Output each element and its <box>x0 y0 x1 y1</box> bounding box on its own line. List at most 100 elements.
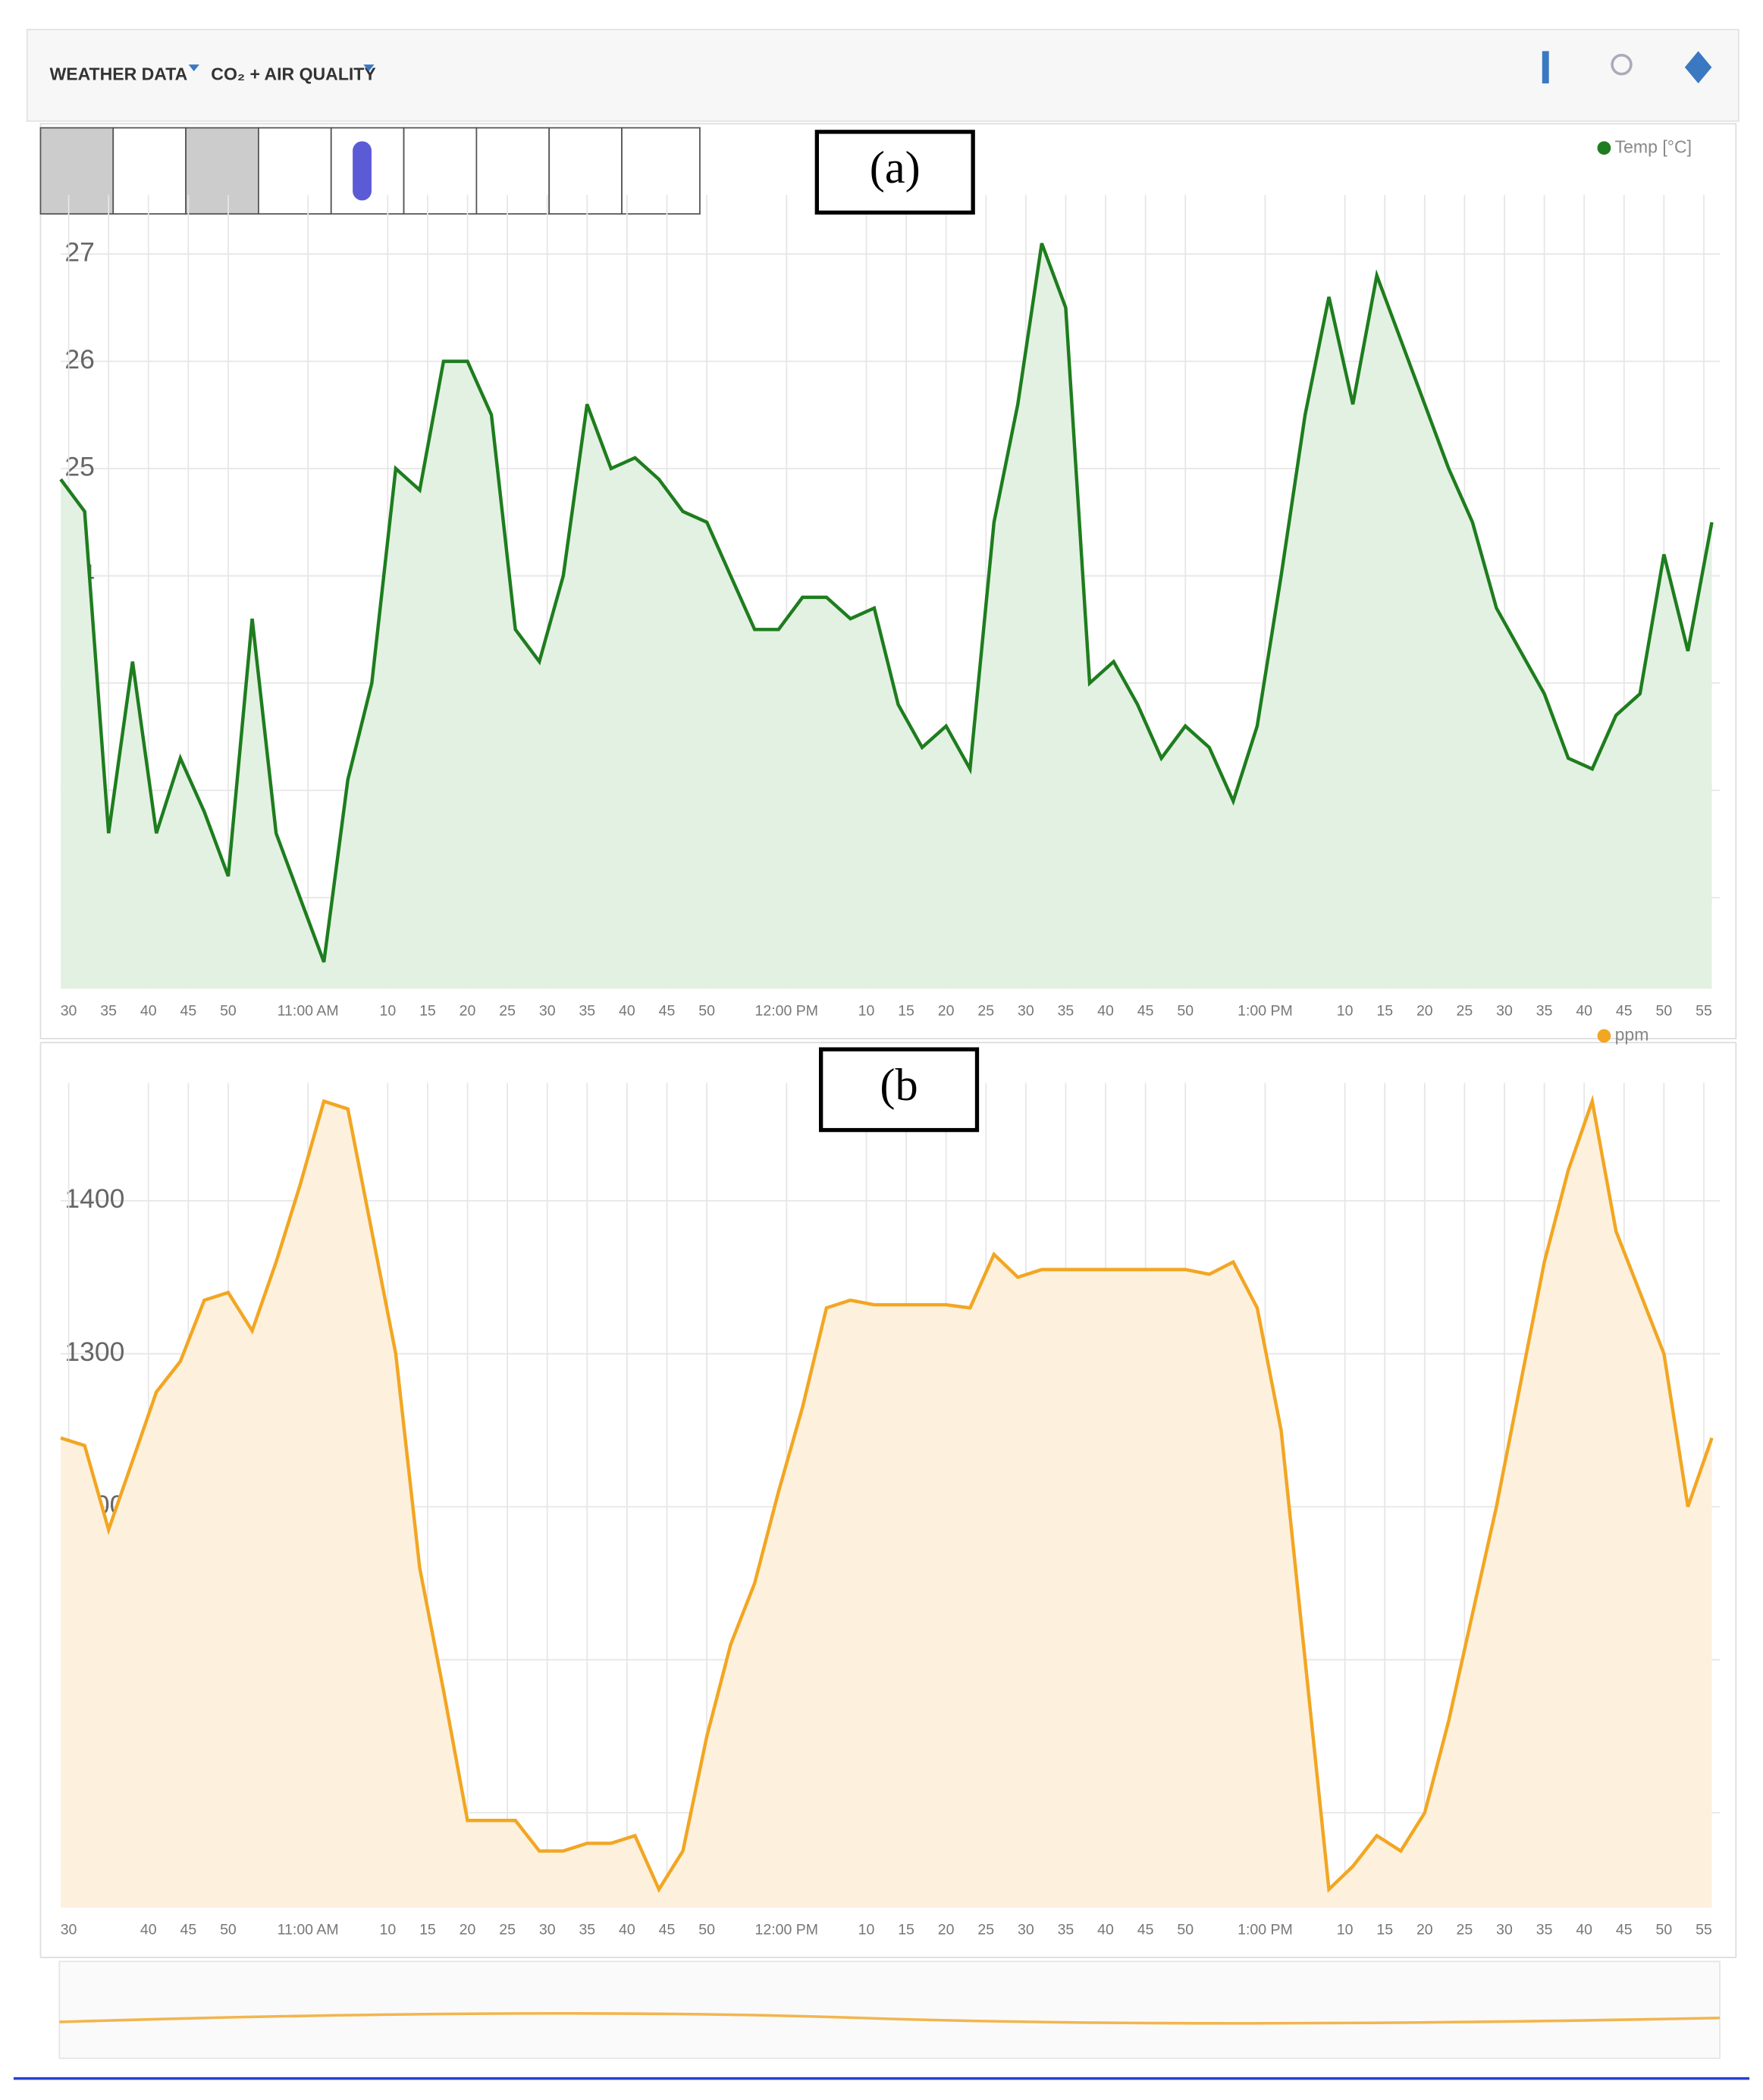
menu-co2[interactable]: CO₂ + AIR QUALITY <box>211 64 375 83</box>
x-tick-label: 45 <box>659 1003 676 1020</box>
y-tick-label: 1400 <box>64 1183 124 1214</box>
sensor-button[interactable] <box>403 127 478 215</box>
x-tick-label: 1:00 PM <box>1238 1922 1293 1939</box>
x-tick-label: 40 <box>1097 1922 1114 1939</box>
x-tick-label: 25 <box>977 1003 994 1020</box>
sensor-button[interactable] <box>39 127 115 215</box>
x-tick-label: 15 <box>898 1922 914 1939</box>
x-tick-label: 15 <box>1376 1922 1393 1939</box>
toolbar-icon[interactable] <box>1542 51 1549 84</box>
x-tick-label: 11:00 AM <box>278 1922 339 1939</box>
navigator-line <box>59 2012 1721 2025</box>
x-tick-label: 30 <box>1496 1922 1513 1939</box>
x-tick-label: 35 <box>1058 1922 1074 1939</box>
sensor-button[interactable] <box>621 127 701 215</box>
x-tick-label: 15 <box>419 1003 436 1020</box>
x-tick-label: 10 <box>858 1922 875 1939</box>
x-tick-label: 35 <box>579 1922 595 1939</box>
x-tick-label: 40 <box>619 1003 635 1020</box>
menu-weather[interactable]: WEATHER DATA <box>49 64 187 83</box>
x-tick-label: 40 <box>140 1003 157 1020</box>
sensor-button[interactable] <box>475 127 551 215</box>
area <box>61 1101 1712 1908</box>
panel-label-box <box>814 130 975 215</box>
toolbar <box>26 29 1739 122</box>
sensor-icon <box>353 141 372 201</box>
x-tick-label: 40 <box>1576 1003 1592 1020</box>
x-tick-label: 40 <box>619 1922 635 1939</box>
x-tick-label: 11:00 AM <box>278 1003 339 1020</box>
x-tick-label: 10 <box>858 1003 875 1020</box>
toolbar-icon[interactable] <box>1611 53 1633 76</box>
x-tick-label: 50 <box>1656 1922 1673 1939</box>
toolbar-icon[interactable] <box>1684 51 1712 84</box>
x-tick-label: 50 <box>1177 1922 1194 1939</box>
x-tick-label: 45 <box>659 1922 676 1939</box>
x-tick-label: 15 <box>898 1003 914 1020</box>
x-tick-label: 35 <box>1536 1003 1553 1020</box>
dropdown-arrow <box>363 64 375 72</box>
panel-label: (b <box>880 1060 918 1111</box>
x-tick-label: 20 <box>460 1922 476 1939</box>
x-tick-label: 35 <box>579 1003 595 1020</box>
x-tick-label: 40 <box>1576 1922 1592 1939</box>
x-tick-label: 45 <box>180 1003 197 1020</box>
x-tick-label: 30 <box>61 1922 77 1939</box>
x-tick-label: 20 <box>1416 1003 1433 1020</box>
x-tick-label: 55 <box>1696 1922 1712 1939</box>
sensor-button[interactable] <box>258 127 332 215</box>
x-tick-label: 50 <box>1656 1003 1673 1020</box>
x-tick-label: 30 <box>539 1922 556 1939</box>
sensor-button[interactable] <box>185 127 259 215</box>
x-tick-label: 20 <box>460 1003 476 1020</box>
x-tick-label: 15 <box>1376 1003 1393 1020</box>
x-tick-label: 30 <box>539 1003 556 1020</box>
x-tick-label: 45 <box>1137 1003 1154 1020</box>
sensor-button[interactable] <box>112 127 187 215</box>
x-tick-label: 45 <box>1137 1922 1154 1939</box>
x-tick-label: 50 <box>698 1922 715 1939</box>
area <box>61 243 1712 989</box>
x-tick-label: 45 <box>1616 1003 1633 1020</box>
x-tick-label: 40 <box>1097 1003 1114 1020</box>
x-tick-label: 10 <box>1337 1003 1354 1020</box>
x-tick-label: 35 <box>100 1003 117 1020</box>
x-tick-label: 35 <box>1058 1003 1074 1020</box>
x-tick-label: 10 <box>379 1003 396 1020</box>
line <box>59 243 1714 963</box>
x-tick-label: 10 <box>379 1922 396 1939</box>
legend-label: ppm <box>1615 1024 1649 1044</box>
sensor-buttons <box>39 127 701 215</box>
x-tick-label: 1:00 PM <box>1238 1003 1293 1020</box>
x-tick-label: 25 <box>499 1003 516 1020</box>
x-tick-label: 25 <box>977 1922 994 1939</box>
x-tick-label: 15 <box>419 1922 436 1939</box>
legend-marker <box>1597 141 1611 155</box>
x-tick-label: 35 <box>1536 1922 1553 1939</box>
x-tick-label: 20 <box>938 1922 955 1939</box>
y-tick-label: 1300 <box>64 1337 124 1367</box>
navigator <box>58 1961 1721 2059</box>
x-tick-label: 20 <box>1416 1922 1433 1939</box>
x-tick-label: 12:00 PM <box>755 1922 818 1939</box>
x-tick-label: 30 <box>1496 1003 1513 1020</box>
dropdown-arrow <box>188 64 199 72</box>
panel-label-box <box>818 1047 980 1133</box>
legend-label: Temp [°C] <box>1615 136 1692 156</box>
legend-marker <box>1597 1029 1611 1043</box>
x-tick-label: 50 <box>220 1003 237 1020</box>
x-tick-label: 25 <box>1457 1922 1473 1939</box>
x-tick-label: 12:00 PM <box>755 1003 818 1020</box>
x-tick-label: 30 <box>1018 1003 1034 1020</box>
x-tick-label: 50 <box>1177 1003 1194 1020</box>
x-tick-label: 50 <box>698 1003 715 1020</box>
sensor-button[interactable] <box>548 127 623 215</box>
x-tick-label: 25 <box>499 1922 516 1939</box>
x-tick-label: 55 <box>1696 1003 1712 1020</box>
x-tick-label: 30 <box>1018 1922 1034 1939</box>
x-tick-label: 50 <box>220 1922 237 1939</box>
x-tick-label: 45 <box>1616 1922 1633 1939</box>
panel-label: (a) <box>870 143 921 193</box>
y-tick-label: 27 <box>64 237 94 267</box>
